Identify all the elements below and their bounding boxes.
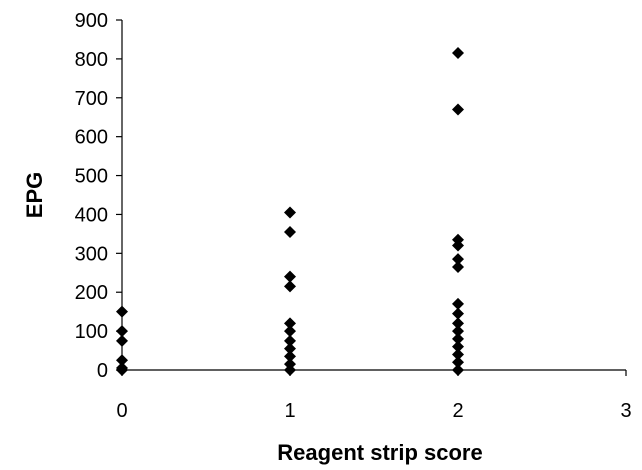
y-tick-label: 600: [75, 127, 108, 149]
data-point: [452, 348, 464, 361]
y-tick-label: 400: [75, 204, 108, 226]
data-point: [116, 325, 128, 338]
data-point: [452, 233, 464, 246]
data-point: [452, 307, 464, 320]
data-point: [284, 280, 296, 293]
data-point: [452, 332, 464, 345]
y-tick-label: 200: [75, 282, 108, 304]
y-tick-label: 900: [75, 10, 108, 32]
data-point: [284, 334, 296, 347]
data-point: [452, 47, 464, 60]
data-point: [284, 206, 296, 219]
data-point: [452, 260, 464, 273]
data-point: [284, 325, 296, 338]
data-point: [452, 340, 464, 353]
data-point: [116, 362, 128, 375]
data-point: [116, 354, 128, 367]
data-point: [452, 297, 464, 310]
x-tick-label: 0: [116, 400, 127, 422]
y-tick-label: 500: [75, 166, 108, 188]
data-point: [452, 364, 464, 376]
x-tick-label: 3: [620, 400, 631, 422]
data-point: [116, 305, 128, 318]
data-point: [284, 317, 296, 330]
x-axis-title: Reagent strip score: [277, 440, 482, 465]
data-point: [452, 317, 464, 330]
x-tick-label: 2: [452, 400, 463, 422]
data-point: [452, 253, 464, 266]
x-ticks: 0 1 2 3: [116, 370, 632, 422]
data-point: [452, 103, 464, 116]
y-tick-label: 100: [75, 321, 108, 343]
data-points: [116, 47, 464, 376]
y-ticks: 0 100 200 300 400 500 600 700 800 900: [75, 10, 122, 382]
data-point: [284, 270, 296, 283]
y-tick-label: 700: [75, 88, 108, 110]
y-tick-label: 300: [75, 243, 108, 265]
data-point: [116, 334, 128, 347]
y-tick-label: 0: [97, 360, 108, 382]
data-point: [284, 342, 296, 355]
y-tick-label: 800: [75, 49, 108, 71]
data-point: [284, 358, 296, 371]
data-point: [452, 325, 464, 338]
data-point: [284, 350, 296, 363]
data-point: [284, 225, 296, 238]
y-axis-title: EPG: [22, 172, 47, 218]
data-point: [452, 356, 464, 369]
x-tick-label: 1: [284, 400, 295, 422]
